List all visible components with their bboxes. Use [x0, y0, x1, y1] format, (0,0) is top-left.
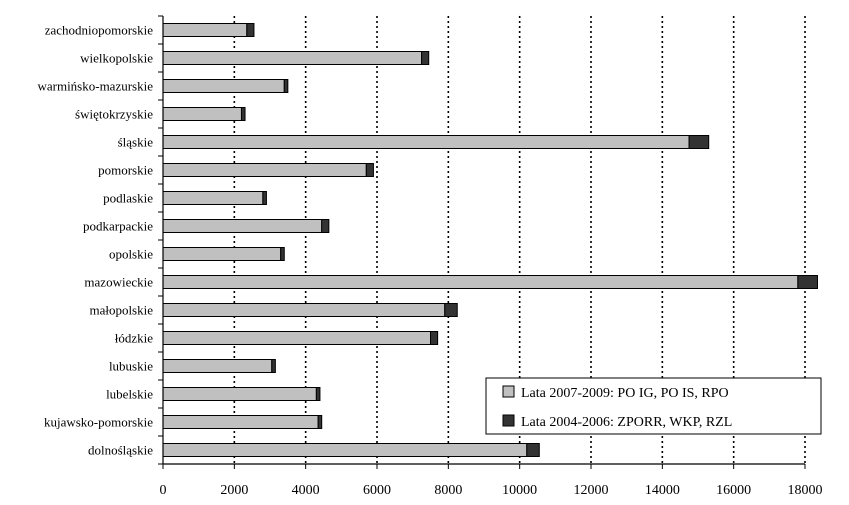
category-label: wielkopolskie — [80, 51, 153, 66]
bar-mazowieckie-series-1 — [162, 275, 799, 289]
bar-mazowieckie-series-2 — [797, 275, 818, 289]
bar-pomorskie-series-2 — [365, 163, 374, 177]
bar-opolskie-series-1 — [162, 247, 282, 261]
x-tick-label: 18000 — [788, 483, 823, 498]
x-tick-label: 10000 — [502, 483, 537, 498]
bar-opolskie-series-2 — [280, 247, 285, 261]
bar-lubuskie-series-2 — [271, 359, 276, 373]
bar-świętokrzyskie-series-2 — [240, 107, 246, 121]
bar-pomorskie-series-1 — [162, 163, 367, 177]
bar-łódzkie-series-2 — [430, 331, 439, 345]
legend-box — [485, 377, 822, 435]
category-label: lubelskie — [106, 387, 153, 402]
bar-dolnośląskie-series-2 — [526, 443, 540, 457]
x-tick-label: 12000 — [574, 483, 609, 498]
category-label: opolskie — [109, 247, 153, 262]
legend: Lata 2007-2009: PO IG, PO IS, RPO Lata 2… — [485, 377, 822, 435]
legend-label-series-1: Lata 2007-2009: PO IG, PO IS, RPO — [521, 386, 729, 401]
bar-podkarpackie-series-2 — [321, 219, 330, 233]
category-label: dolnośląskie — [88, 443, 153, 458]
category-label: świętokrzyskie — [75, 107, 153, 122]
bar-kujawsko-pomorskie-series-1 — [162, 415, 319, 429]
category-label: łódzkie — [115, 331, 153, 346]
category-label: małopolskie — [89, 303, 153, 318]
bar-wielkopolskie-series-2 — [421, 51, 430, 65]
bar-lubuskie-series-1 — [162, 359, 273, 373]
legend-label-series-2: Lata 2004-2006: ZPORR, WKP, RZL — [521, 415, 732, 430]
category-label: podlaskie — [103, 191, 153, 206]
legend-swatch-series-1 — [502, 385, 515, 398]
category-label: zachodniopomorskie — [45, 23, 154, 38]
axes — [158, 15, 806, 469]
bar-wielkopolskie-series-1 — [162, 51, 423, 65]
bar-warmińsko-mazurskie-series-2 — [283, 79, 289, 93]
bar-kujawsko-pomorskie-series-2 — [317, 415, 323, 429]
bar-lubelskie-series-2 — [315, 387, 321, 401]
bar-podlaskie-series-2 — [262, 191, 267, 205]
bar-podkarpackie-series-1 — [162, 219, 323, 233]
bars — [162, 23, 818, 457]
x-tick-label: 4000 — [292, 483, 320, 498]
bar-podlaskie-series-1 — [162, 191, 264, 205]
bar-małopolskie-series-1 — [162, 303, 446, 317]
x-tick-label: 14000 — [645, 483, 680, 498]
category-label: warmińsko-mazurskie — [37, 79, 153, 94]
bar-zachodniopomorskie-series-2 — [246, 23, 255, 37]
category-label: śląskie — [118, 135, 154, 150]
x-tick-label: 0 — [160, 483, 167, 498]
labels: zachodniopomorskie wielkopolskie warmińsko… — [37, 23, 822, 499]
x-tick-label: 8000 — [434, 483, 462, 498]
category-label: podkarpackie — [83, 219, 153, 234]
legend-swatch-series-2 — [502, 414, 515, 427]
bar-śląskie-series-1 — [162, 135, 690, 149]
bar-świętokrzyskie-series-1 — [162, 107, 242, 121]
bar-zachodniopomorskie-series-1 — [162, 23, 248, 37]
bar-łódzkie-series-1 — [162, 331, 431, 345]
bar-śląskie-series-2 — [688, 135, 710, 149]
category-label: lubuskie — [109, 359, 153, 374]
bar-dolnośląskie-series-1 — [162, 443, 528, 457]
x-tick-label: 2000 — [220, 483, 248, 498]
x-tick-label: 6000 — [363, 483, 391, 498]
bar-warmińsko-mazurskie-series-1 — [162, 79, 285, 93]
category-label: mazowieckie — [84, 275, 153, 290]
bar-lubelskie-series-1 — [162, 387, 317, 401]
x-tick-label: 16000 — [716, 483, 751, 498]
category-label: kujawsko-pomorskie — [44, 415, 153, 430]
bar-małopolskie-series-2 — [444, 303, 458, 317]
category-label: pomorskie — [98, 163, 153, 178]
